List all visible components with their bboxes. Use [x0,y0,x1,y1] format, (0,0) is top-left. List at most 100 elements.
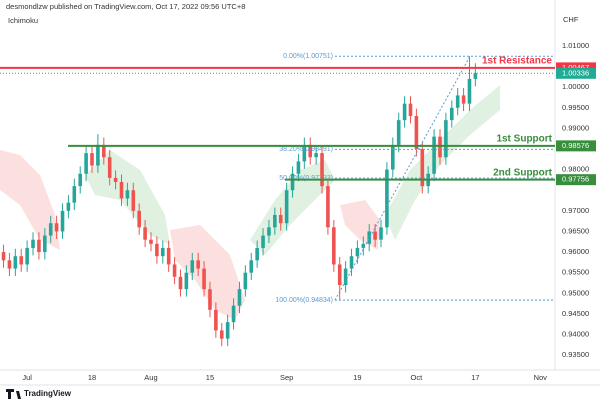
candle-body [60,210,65,232]
y-tick-label: 0.94500 [562,309,589,318]
candle-body [385,169,389,228]
candle-body [84,153,88,174]
y-tick-label: 0.96500 [562,226,589,235]
y-tick-label: 0.99500 [562,103,589,112]
cloud-bullish [385,85,500,240]
y-tick-label: 0.95000 [562,288,589,297]
candle-body [90,153,94,166]
candle-body [190,260,195,273]
level-name: 2nd Support [493,167,553,178]
candle-body [102,144,106,158]
candle-body [48,223,53,236]
candle-body [391,144,395,170]
y-tick-label: 1.01000 [562,41,589,50]
candle-body [25,247,29,265]
candle-body [467,78,472,104]
candle-body [231,305,236,323]
candle-body [284,190,289,224]
candle-body [349,256,354,269]
candle-body [66,202,71,211]
candle-body [243,272,248,290]
candle-body [414,116,419,150]
candle-body [237,289,242,306]
x-tick-label: Aug [144,373,157,382]
fib-label: 100.00%(0.94834) [275,297,333,304]
candle-body [137,210,141,228]
candle-body [143,227,147,240]
price-tag-label: 1.00336 [562,68,589,77]
candle-body [255,247,259,261]
candle-body [420,149,425,187]
candle-body [214,309,218,331]
level-name: 1st Resistance [482,56,552,67]
candle-body [278,214,283,224]
price-tag-label: 0.98576 [562,141,589,150]
candle-body [160,247,165,257]
candle-body [343,268,348,286]
candle-body [361,243,366,248]
candle-body [337,264,342,286]
currency-label: CHF [563,15,579,24]
y-tick-label: 0.96000 [562,247,589,256]
candle-body [290,173,295,191]
candle-body [131,190,136,211]
price-tag [556,174,596,186]
x-tick-label: 18 [88,373,96,382]
candle-body [355,247,360,257]
candle-body [320,153,324,187]
candle-body [332,227,336,265]
candle-body [373,231,377,240]
price-tag-label: 1.00467 [562,63,589,72]
candle-body [432,136,436,174]
candle-body [184,272,189,290]
candles [1,56,478,347]
x-tick-label: Oct [411,373,424,382]
candle-body [408,103,413,117]
header: desmondlzw published on TradingView.com,… [6,2,245,11]
x-tick-label: Jul [22,373,32,382]
cloud-bearish [0,150,60,250]
candle-body [107,157,112,178]
y-tick-label: 1.00000 [562,82,589,91]
cloud-bullish [250,160,335,255]
candle-body [37,239,41,253]
tradingview-logo [6,389,21,399]
candle-body [13,256,18,269]
candle-body [219,330,224,339]
candle-body [396,120,401,145]
candle-body [54,223,59,232]
x-tick-label: 17 [471,373,479,382]
candle-body [149,239,153,244]
fib-label: 50.00%(0.97793) [279,175,333,182]
fib-label: 38.20%(0.98491) [279,146,333,153]
y-tick-label: 0.93500 [562,350,589,359]
x-tick-label: 15 [206,373,214,382]
candle-body [314,153,318,158]
candle-body [155,243,159,257]
price-tag [556,67,596,79]
candle-body [172,264,177,277]
candle-body [249,260,254,273]
cloud-bearish [170,225,245,320]
candle-body [125,190,130,199]
candle-body [473,73,478,79]
candle-body [113,177,118,182]
y-tick-label: 0.94000 [562,330,589,339]
candle-body [438,136,442,158]
candle-body [202,268,206,290]
candle-body [78,173,83,187]
candle-body [379,227,383,240]
candle-body [43,235,47,253]
footer-brand: TradingView [24,389,72,398]
candle-body [449,107,454,121]
candle-body [96,144,100,166]
candle-body [261,235,265,248]
candle-body [7,260,12,269]
x-tick-label: Sep [280,373,293,382]
candle-body [31,239,35,248]
x-tick-label: 19 [353,373,361,382]
candle-body [402,103,407,121]
candle-body [166,247,171,265]
y-tick-label: 0.97000 [562,206,589,215]
